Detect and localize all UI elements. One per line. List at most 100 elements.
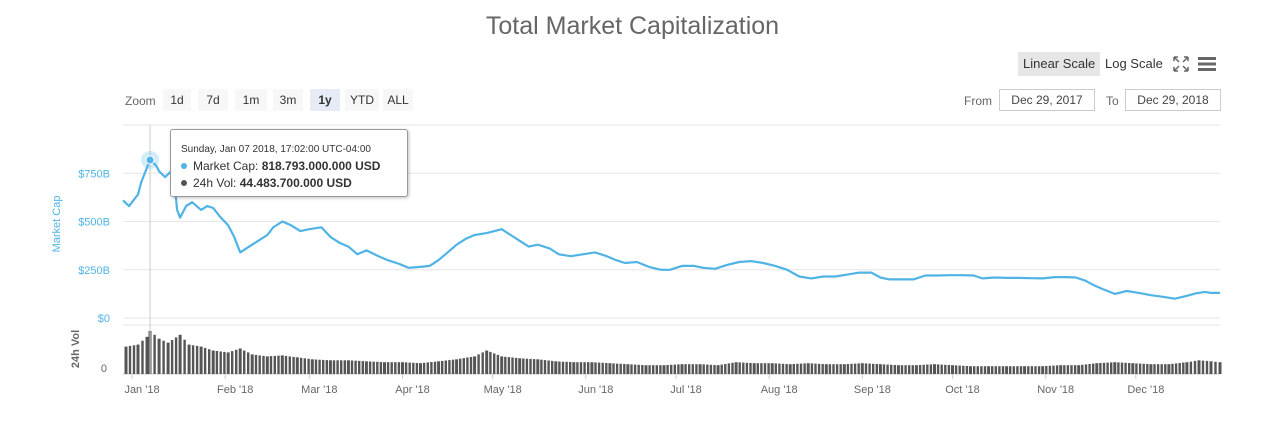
- volume-bar: [1055, 365, 1059, 374]
- volume-bar: [1066, 365, 1070, 374]
- volume-bar: [238, 348, 242, 374]
- volume-bar: [489, 351, 492, 374]
- volume-bar: [269, 356, 273, 374]
- volume-bar: [459, 358, 462, 374]
- fullscreen-icon[interactable]: [1171, 54, 1191, 74]
- volume-bar: [788, 364, 792, 374]
- volume-bar: [473, 356, 477, 374]
- zoom-button-1y[interactable]: 1y: [310, 89, 340, 111]
- volume-bar: [875, 364, 878, 374]
- volume-bar: [713, 365, 716, 374]
- volume-bar: [243, 350, 246, 374]
- volume-bar: [828, 364, 832, 374]
- volume-bar: [288, 356, 291, 374]
- volume-bar: [896, 365, 900, 374]
- volume-bar: [299, 357, 303, 374]
- volume-bar: [576, 362, 579, 374]
- volume-bar: [994, 366, 997, 374]
- volume-bar: [1012, 366, 1015, 374]
- volume-bar: [572, 362, 576, 374]
- volume-bar: [390, 362, 393, 374]
- volume-bar: [318, 359, 321, 374]
- y-tick-label: $250B: [78, 265, 110, 277]
- volume-bar: [401, 362, 404, 374]
- volume-bar: [451, 359, 455, 374]
- to-date-input[interactable]: Dec 29, 2018: [1125, 89, 1221, 111]
- x-tick-label: Oct '18: [945, 384, 980, 396]
- volume-bar: [383, 362, 386, 374]
- zoom-button-7d[interactable]: 7d: [198, 89, 228, 111]
- volume-bar: [832, 364, 835, 374]
- volume-bar: [1149, 364, 1153, 374]
- volume-bar: [1037, 366, 1041, 374]
- volume-bar: [1059, 365, 1063, 374]
- y-tick-label: $750B: [78, 168, 110, 180]
- volume-bar: [258, 355, 261, 374]
- from-label: From: [964, 94, 992, 108]
- volume-bar: [666, 365, 669, 374]
- volume-bar: [174, 337, 178, 374]
- volume-bar: [969, 366, 972, 374]
- volume-bar: [448, 360, 451, 374]
- x-tick-label: Jan '18: [124, 384, 159, 396]
- volume-bar: [1124, 362, 1127, 374]
- volume-bar: [1095, 363, 1099, 374]
- volume-bar: [254, 354, 258, 374]
- volume-bar: [878, 364, 882, 374]
- volume-bar: [673, 364, 676, 374]
- volume-bar: [1092, 363, 1095, 374]
- volume-bar: [493, 353, 496, 374]
- volume-bar: [514, 357, 518, 374]
- zoom-button-all[interactable]: ALL: [383, 89, 413, 111]
- volume-bar: [265, 356, 269, 374]
- volume-bar: [973, 366, 976, 374]
- volume-bar: [295, 357, 299, 374]
- volume-bar: [623, 364, 626, 374]
- log-scale-button[interactable]: Log Scale: [1105, 56, 1163, 71]
- volume-bar: [170, 340, 174, 374]
- volume-bar: [554, 361, 558, 374]
- volume-bar: [846, 364, 850, 374]
- volume-bar: [307, 358, 310, 374]
- volume-bar: [716, 365, 720, 374]
- zoom-button-ytd[interactable]: YTD: [345, 89, 379, 111]
- volume-bar: [314, 359, 318, 374]
- volume-bar: [698, 364, 702, 374]
- volume-bar: [250, 354, 254, 374]
- volume-bar: [561, 361, 565, 374]
- volume-bar: [991, 366, 994, 374]
- volume-bar: [166, 342, 170, 374]
- volume-bar: [648, 365, 651, 374]
- volume-bar: [987, 366, 991, 374]
- volume-bar: [911, 365, 914, 374]
- volume-bar: [958, 365, 961, 374]
- volume-bar: [1205, 360, 1209, 374]
- volume-bar: [720, 364, 723, 374]
- volume-bar: [1167, 364, 1171, 374]
- zoom-button-1d[interactable]: 1d: [163, 89, 191, 111]
- from-date-input[interactable]: Dec 29, 2017: [999, 89, 1095, 111]
- volume-bar: [1070, 365, 1073, 374]
- volume-bar: [485, 350, 489, 374]
- linear-scale-button[interactable]: Linear Scale: [1018, 52, 1101, 76]
- volume-bar: [433, 361, 437, 374]
- volume-bar: [507, 357, 511, 374]
- volume-bar: [412, 362, 415, 374]
- hamburger-menu-icon[interactable]: [1197, 54, 1217, 74]
- volume-bar: [839, 364, 842, 374]
- volume-bar: [890, 364, 893, 374]
- y-tick-label: $500B: [78, 217, 110, 229]
- chart-title: Total Market Capitalization: [485, 12, 780, 40]
- volume-bar: [936, 364, 940, 374]
- volume-bar: [724, 364, 727, 374]
- volume-bar: [893, 365, 896, 374]
- volume-bar: [734, 362, 738, 374]
- volume-bar: [1063, 365, 1066, 374]
- zoom-button-3m[interactable]: 3m: [273, 89, 303, 111]
- zoom-button-1m[interactable]: 1m: [235, 89, 267, 111]
- x-tick-label: Sep '18: [854, 384, 891, 396]
- volume-bar: [727, 363, 731, 374]
- volume-bar: [810, 363, 814, 374]
- volume-bar: [336, 360, 339, 374]
